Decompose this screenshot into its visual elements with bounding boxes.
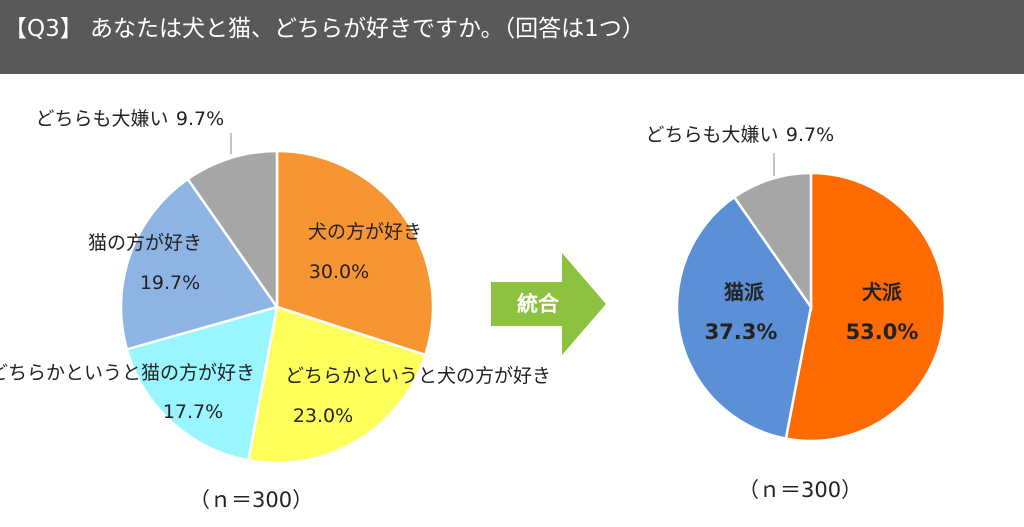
- merge-arrow-label: 統合: [517, 292, 560, 316]
- slice-value: 30.0%: [309, 261, 369, 283]
- slice-value: 9.7%: [176, 108, 224, 130]
- slice-value: 17.7%: [163, 401, 223, 423]
- slice-label: 猫派: [724, 280, 765, 304]
- slice-label: 犬の方が好き: [308, 221, 422, 243]
- slice-label: どちらも大嫌い: [35, 108, 168, 130]
- right-sample-size: （ｎ＝300）: [738, 478, 863, 502]
- pie-slice: [732, 171, 813, 311]
- slice-value: 9.7%: [786, 124, 834, 146]
- pie-slice: [275, 149, 435, 357]
- pie-slice: [119, 177, 280, 351]
- merge-arrow-shape: [491, 253, 606, 355]
- slice-value: 53.0%: [846, 320, 919, 344]
- left-pie-chart: 犬の方が好き 30.0% どちらかというと犬の方が好き 23.0% どちらかというと猫の…: [0, 108, 551, 465]
- pie-slice: [125, 305, 279, 462]
- slice-label: どちらかというと犬の方が好き: [285, 365, 551, 387]
- header-bar: 【Q3】 あなたは犬と猫、どちらが好きですか。（回答は1つ）: [0, 0, 1024, 74]
- slice-value: 37.3%: [705, 320, 778, 344]
- right-pie-chart: 犬派 53.0% 猫派 37.3% どちらも大嫌い 9.7%: [645, 124, 947, 443]
- pie-slice: [675, 195, 813, 441]
- slice-label: どちらも大嫌い: [645, 124, 778, 146]
- merge-arrow: 統合: [491, 253, 606, 355]
- slice-label: どちらかというと猫の方が好き: [0, 362, 255, 384]
- slice-label: 犬派: [862, 280, 903, 304]
- slice-label: 猫の方が好き: [88, 232, 202, 254]
- slice-value: 19.7%: [140, 272, 200, 294]
- pie-slice: [246, 305, 428, 465]
- question-title: 【Q3】 あなたは犬と猫、どちらが好きですか。（回答は1つ）: [4, 16, 645, 42]
- pie-slice: [186, 149, 279, 311]
- left-sample-size: （ｎ＝300）: [189, 488, 314, 512]
- pie-slice: [784, 171, 947, 443]
- slice-value: 23.0%: [293, 405, 353, 427]
